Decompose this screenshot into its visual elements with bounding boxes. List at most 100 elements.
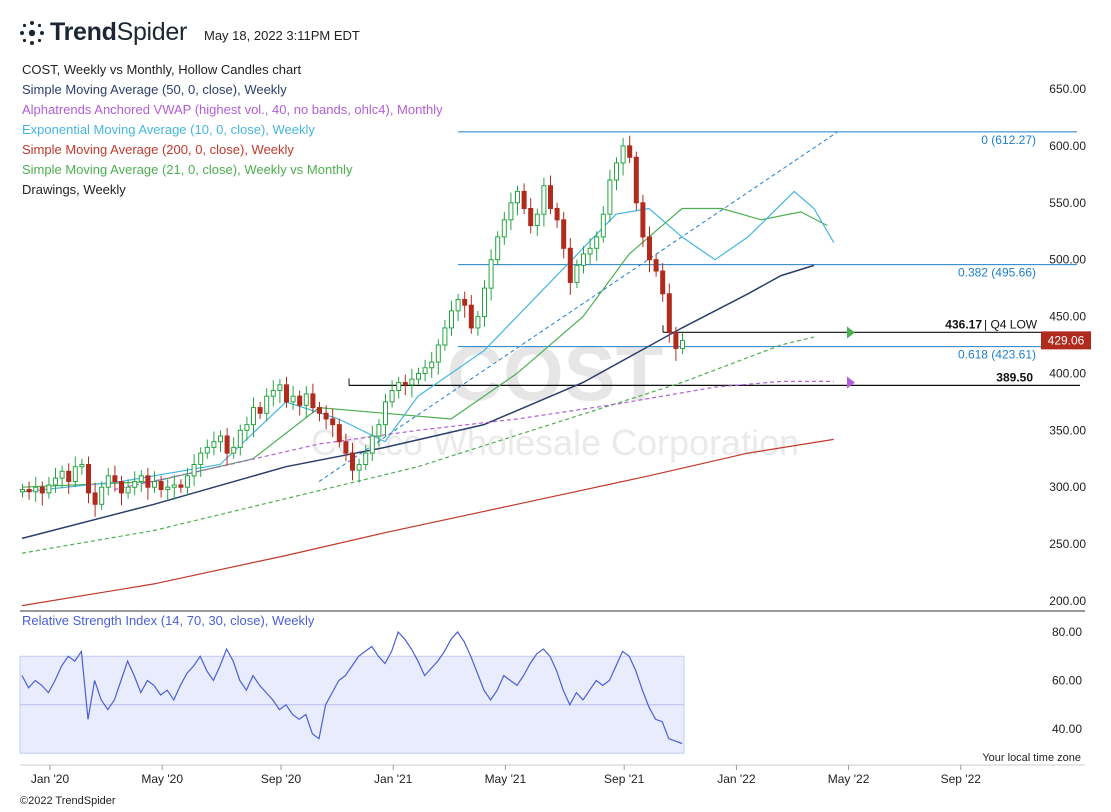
watermark-ticker: COST <box>447 329 664 417</box>
candle-body <box>528 207 534 227</box>
candle-body <box>363 452 369 465</box>
fib-level-label: 0.618 (423.61) <box>958 348 1036 362</box>
candle-body <box>211 441 217 448</box>
legend-item-sma21[interactable]: Simple Moving Average (21, 0, close), We… <box>22 162 353 177</box>
candle-body <box>290 395 296 403</box>
candle-body <box>79 463 85 468</box>
x-tick-label: Sep '20 <box>261 772 302 786</box>
moving-average-line <box>21 207 828 488</box>
candle-body <box>521 190 527 209</box>
brand-bold: Trend <box>50 18 117 46</box>
indicator-legend: COST, Weekly vs Monthly, Hollow Candles … <box>22 60 443 200</box>
support-level-suffix: | Q4 LOW <box>984 317 1038 331</box>
x-tick-label: May '20 <box>141 772 183 786</box>
timezone-label[interactable]: Your local time zone <box>982 752 1081 764</box>
candle-body <box>508 202 514 221</box>
candle-body <box>416 372 421 380</box>
candles <box>20 135 685 517</box>
candle-body <box>244 424 250 431</box>
candle-body <box>218 435 223 443</box>
candle-body <box>673 331 679 349</box>
x-tick-label: May '21 <box>485 772 527 786</box>
candle-body <box>171 484 177 488</box>
legend-item-sma200[interactable]: Simple Moving Average (200, 0, close), W… <box>22 142 294 157</box>
candle-body <box>356 463 362 471</box>
candle-body <box>442 327 448 346</box>
candle-body <box>449 310 454 329</box>
candle-body <box>165 486 171 490</box>
price-y-tick-label: 650.00 <box>1049 82 1086 96</box>
candle-body <box>389 390 395 403</box>
candle-body <box>620 145 626 164</box>
sma-marker-arrow <box>847 326 855 339</box>
candle-body <box>627 145 633 158</box>
candle-body <box>158 481 164 490</box>
candle-body <box>132 481 138 488</box>
candle-body <box>660 270 666 295</box>
candle-body <box>99 486 105 505</box>
candle-body <box>277 384 283 392</box>
copyright: ©2022 TrendSpider <box>20 795 116 807</box>
candle-body <box>224 435 230 454</box>
candle-body <box>330 418 336 426</box>
candle-body <box>53 477 58 486</box>
legend-item-chart[interactable]: COST, Weekly vs Monthly, Hollow Candles … <box>22 62 302 77</box>
candle-body <box>191 463 197 477</box>
x-tick-label: Sep '21 <box>604 772 645 786</box>
x-tick-label: Sep '22 <box>941 772 982 786</box>
candle-body <box>105 475 111 488</box>
x-tick-label: May '22 <box>828 772 870 786</box>
candle-body <box>600 213 606 238</box>
candle-body <box>561 219 567 249</box>
candle-body <box>257 407 263 414</box>
rsi-y-tick-label: 60.00 <box>1052 674 1082 688</box>
candle-body <box>680 339 685 349</box>
candle-body <box>26 488 32 493</box>
candle-body <box>125 486 131 494</box>
candle-body <box>515 190 520 204</box>
support-level-label: 436.17 <box>945 317 982 331</box>
brand-light: Spider <box>116 18 188 46</box>
price-y-tick-label: 450.00 <box>1049 310 1086 324</box>
candle-body <box>138 475 144 483</box>
price-y-tick-label: 250.00 <box>1049 537 1086 551</box>
candle-body <box>614 162 619 181</box>
trendspider-logo-icon <box>20 20 44 45</box>
legend-item-sma50[interactable]: Simple Moving Average (50, 0, close), We… <box>22 82 287 97</box>
candle-body <box>501 219 507 238</box>
fib-level-label: 0 (612.27) <box>981 133 1036 147</box>
x-tick-label: Jan '22 <box>717 772 756 786</box>
moving-average-line <box>21 336 815 554</box>
chart-timestamp: May 18, 2022 3:11PM EDT <box>204 28 360 43</box>
drawing-levels: 0 (612.27) 0.382 (495.66) 0.618 (423.61) 43… <box>318 131 1080 482</box>
candle-body <box>251 407 256 426</box>
candle-body <box>39 486 45 494</box>
price-y-tick-label: 500.00 <box>1049 253 1086 267</box>
vwap-marker-arrow <box>847 376 855 389</box>
candle-body <box>396 382 402 392</box>
watermark-company-name: Costco Wholesale Corporation <box>311 422 799 463</box>
ticker-watermark: COST Costco Wholesale Corporation <box>311 329 799 463</box>
legend-item-avwap[interactable]: Alphatrends Anchored VWAP (highest vol.,… <box>22 102 443 117</box>
candle-body <box>92 492 98 505</box>
candle-body <box>303 393 309 406</box>
candle-body <box>112 475 118 483</box>
candle-body <box>46 484 52 494</box>
fib-trend-line <box>318 131 838 482</box>
candle-body <box>647 236 652 261</box>
legend-item-drawings[interactable]: Drawings, Weekly <box>22 182 126 197</box>
rsi-line <box>21 630 683 745</box>
candle-body <box>145 475 151 488</box>
candle-body <box>336 424 342 443</box>
candle-body <box>567 247 573 283</box>
rsi-y-tick-label: 80.00 <box>1052 625 1082 639</box>
candle-body <box>640 202 646 238</box>
candle-body <box>270 390 276 397</box>
rsi-title[interactable]: Relative Strength Index (14, 70, 30, clo… <box>22 613 315 628</box>
candle-body <box>185 475 190 488</box>
moving-average-line <box>21 438 834 607</box>
price-y-tick-label: 400.00 <box>1049 366 1086 380</box>
legend-item-ema10[interactable]: Exponential Moving Average (10, 0, close… <box>22 122 315 137</box>
support-level-label: 389.50 <box>996 370 1033 384</box>
